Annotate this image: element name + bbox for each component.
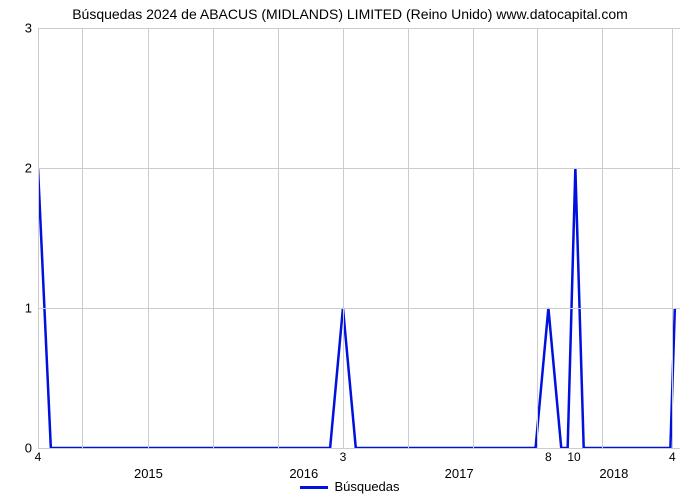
grid-line-v <box>343 28 344 448</box>
grid-line-v <box>82 28 83 448</box>
x-point-label: 3 <box>340 450 347 464</box>
x-point-label: 4 <box>669 450 676 464</box>
chart-title: Búsquedas 2024 de ABACUS (MIDLANDS) LIMI… <box>0 6 700 22</box>
y-tick-label: 3 <box>14 21 32 36</box>
grid-line-v <box>473 28 474 448</box>
grid-line-v <box>672 28 673 448</box>
x-point-label: 8 <box>545 450 552 464</box>
grid-line-v <box>602 28 603 448</box>
grid-line-v <box>213 28 214 448</box>
y-tick-label: 1 <box>14 300 32 315</box>
series-line <box>38 28 680 448</box>
y-tick-label: 2 <box>14 160 32 175</box>
x-point-label: 4 <box>35 450 42 464</box>
chart-area: 01232015201620172018438104 <box>38 28 680 448</box>
grid-line-v <box>408 28 409 448</box>
grid-line-v <box>537 28 538 448</box>
grid-line-v <box>278 28 279 448</box>
grid-line-v <box>38 28 39 448</box>
legend: Búsquedas <box>0 479 700 494</box>
x-point-label: 10 <box>567 450 580 464</box>
grid-line-v <box>148 28 149 448</box>
grid-line-h <box>38 448 680 449</box>
plot-area: 01232015201620172018438104 <box>38 28 680 448</box>
legend-swatch <box>300 486 328 489</box>
grid-line-h <box>38 308 680 309</box>
legend-label: Búsquedas <box>334 479 399 494</box>
grid-line-h <box>38 28 680 29</box>
grid-line-h <box>38 168 680 169</box>
y-tick-label: 0 <box>14 441 32 456</box>
